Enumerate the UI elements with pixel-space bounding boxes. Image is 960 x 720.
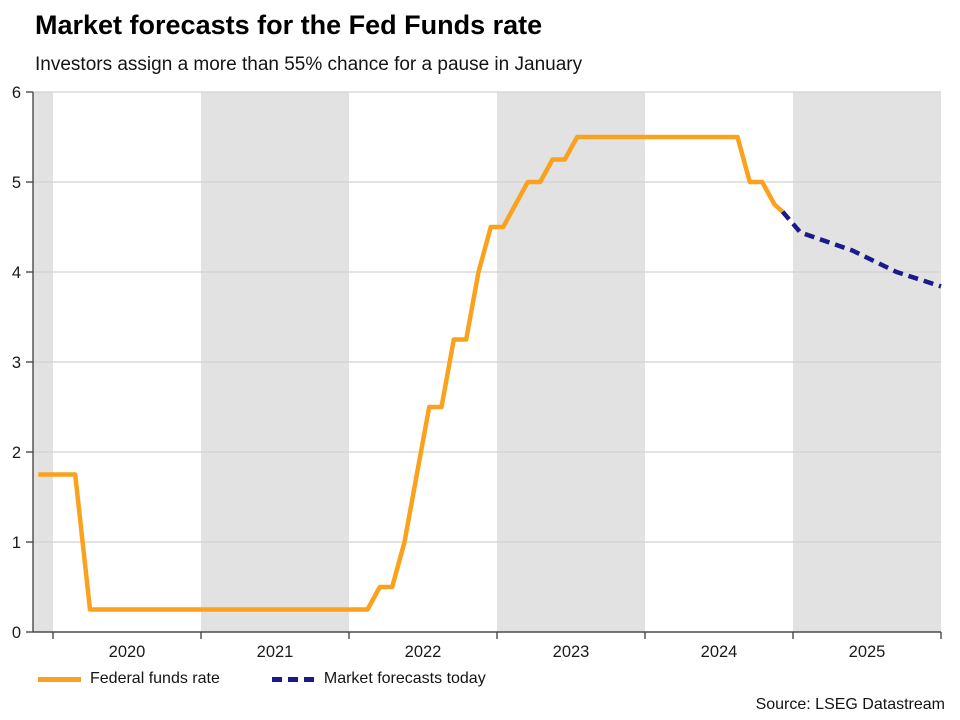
x-tick-label: 2020 <box>109 643 146 661</box>
page-title: Market forecasts for the Fed Funds rate <box>35 10 543 40</box>
y-tick-label: 6 <box>12 84 21 102</box>
y-tick-label: 5 <box>12 174 21 192</box>
legend-item-market-forecasts-today: Market forecasts today <box>271 670 486 688</box>
page-subtitle: Investors assign a more than 55% chance … <box>35 54 583 75</box>
series-federal-funds-rate <box>38 134 785 612</box>
chart-legend: Federal funds rate Market forecasts toda… <box>38 670 486 688</box>
solid-line-swatch-icon <box>38 676 81 682</box>
x-tick-label: 2024 <box>701 643 738 661</box>
y-tick-label: 0 <box>12 624 21 642</box>
x-tick-label: 2022 <box>405 643 442 661</box>
y-tick-label: 2 <box>12 444 21 462</box>
x-tick-label: 2021 <box>257 643 294 661</box>
legend-label: Market forecasts today <box>323 670 486 687</box>
y-tick-label: 1 <box>12 534 21 552</box>
y-tick-label: 3 <box>12 354 21 372</box>
source-attribution: Source: LSEG Datastream <box>755 696 945 713</box>
series-market-forecasts-today <box>780 210 942 289</box>
x-tick-label: 2023 <box>553 643 590 661</box>
dashed-line-swatch-icon <box>271 676 315 682</box>
legend-label: Federal funds rate <box>90 670 220 687</box>
y-tick-label: 4 <box>12 264 21 282</box>
x-tick-label: 2025 <box>849 643 886 661</box>
legend-item-federal-funds-rate: Federal funds rate <box>38 670 220 688</box>
